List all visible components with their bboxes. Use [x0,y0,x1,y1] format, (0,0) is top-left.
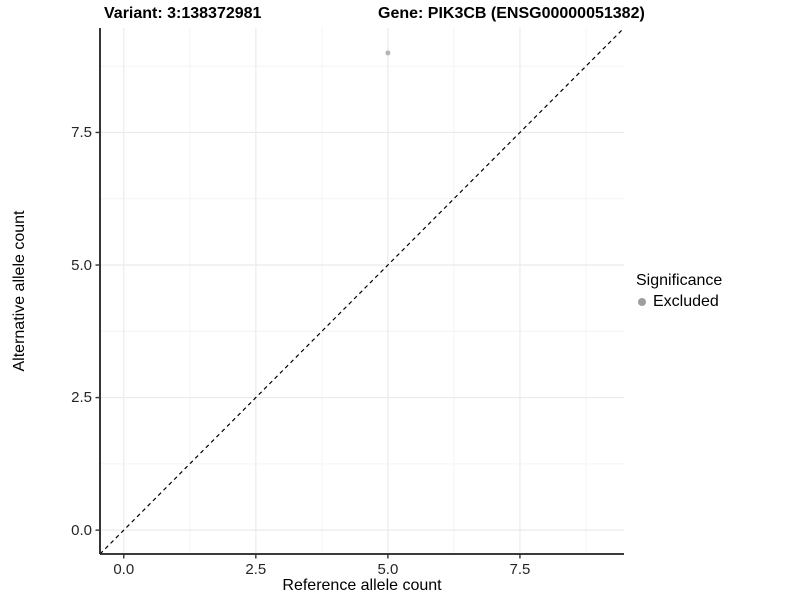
legend-key-dot-icon [638,298,646,306]
y-axis-title: Alternative allele count [11,210,28,372]
gene-title: Gene: PIK3CB (ENSG00000051382) [378,5,645,22]
plot-panel [95,27,625,559]
y-tick-label: 0.0 [71,521,92,539]
plot-area-svg [95,27,625,559]
data-point [385,50,391,56]
legend: Significance Excluded [636,272,722,311]
identity-line [99,27,625,555]
legend-title: Significance [636,272,723,289]
y-tick-label: 7.5 [71,123,92,141]
x-tick-label: 2.5 [245,561,267,578]
y-tick-label: 5.0 [71,256,92,274]
y-tick-label: 2.5 [71,389,92,407]
x-tick-label: 7.5 [509,561,531,578]
x-axis-title: Reference allele count [282,577,442,594]
variant-title: Variant: 3:138372981 [104,5,262,22]
x-tick-label: 0.0 [113,561,135,578]
legend-item-label: Excluded [653,293,719,310]
x-tick-label: 5.0 [377,561,399,578]
legend-items: Excluded [636,293,722,311]
legend-item: Excluded [636,293,722,311]
